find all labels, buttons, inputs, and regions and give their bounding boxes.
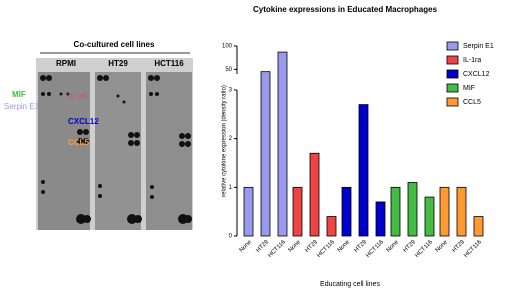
legend-label: IL-1ra [463, 57, 481, 64]
lane-label: HCT116 [154, 59, 184, 68]
blot-lane [95, 72, 141, 230]
bar [341, 186, 352, 237]
x-tick-label: HCT116 [414, 239, 434, 259]
legend-label: MIF [463, 85, 475, 92]
x-tick-label: None [435, 239, 450, 254]
y-tick-label: 1 [229, 185, 233, 191]
legend-swatch [446, 55, 459, 65]
y-tick-label: 3 [229, 88, 233, 94]
legend-label: CXCL12 [463, 71, 490, 78]
bar [277, 51, 288, 237]
bar [375, 201, 386, 237]
x-tick-label: HT29 [353, 239, 368, 254]
blot-label: CXCL12 [68, 117, 99, 126]
legend-label: CCL5 [463, 99, 481, 106]
blot-label: IL-1ra [68, 93, 86, 100]
bar [358, 104, 369, 237]
x-tick-label: None [239, 239, 254, 254]
blot-label: MIF [12, 90, 26, 99]
legend-swatch [446, 41, 459, 51]
bar [424, 196, 435, 237]
blot-panel: Co-cultured cell lines RPMI HT29 HCT116 … [4, 40, 193, 230]
bar [473, 216, 484, 237]
chart-title: Cytokine expressions in Educated Macroph… [253, 5, 438, 14]
x-tick-label: None [386, 239, 401, 254]
y-tick-label: 0 [229, 234, 233, 240]
x-tick-label: HCT116 [463, 239, 483, 259]
blot-spots [40, 75, 192, 224]
legend-swatch [446, 97, 459, 107]
blot-lane [38, 72, 90, 230]
y-tick-label: 50 [225, 67, 232, 73]
y-tick-label: 100 [222, 44, 233, 50]
blot-title: Co-cultured cell lines [74, 40, 155, 49]
x-tick-label: HT29 [451, 239, 466, 254]
legend-swatch [446, 69, 459, 79]
bar [326, 216, 337, 237]
x-tick-label: HCT116 [316, 239, 336, 259]
y-tick-label: 2 [229, 136, 233, 142]
chart: Cytokine expressions in Educated Macroph… [222, 5, 494, 288]
blot-label: Serpin E1 [4, 102, 40, 111]
bar [260, 71, 271, 237]
bar [292, 186, 303, 237]
bar [456, 186, 467, 237]
x-tick-label: HT29 [402, 239, 417, 254]
legend-swatch [446, 83, 459, 93]
bar [390, 186, 401, 237]
x-tick-label: HT29 [304, 239, 319, 254]
y-axis-label: relative cytokine expression (density ra… [222, 85, 228, 197]
x-tick-label: HT29 [255, 239, 270, 254]
bar [407, 182, 418, 237]
blot-lane [146, 72, 192, 230]
lane-label: HT29 [108, 59, 128, 68]
x-tick-label: HCT116 [365, 239, 385, 259]
lane-label: RPMI [56, 59, 76, 68]
x-tick-label: None [337, 239, 352, 254]
bar [243, 186, 254, 237]
bar [439, 186, 450, 237]
legend-label: Serpin E1 [463, 43, 494, 50]
blot-label: CCL5 [68, 138, 89, 147]
x-tick-label: None [288, 239, 303, 254]
x-tick-label: HCT116 [267, 239, 287, 259]
bar [309, 152, 320, 237]
x-axis-label: Educating cell lines [320, 281, 380, 288]
